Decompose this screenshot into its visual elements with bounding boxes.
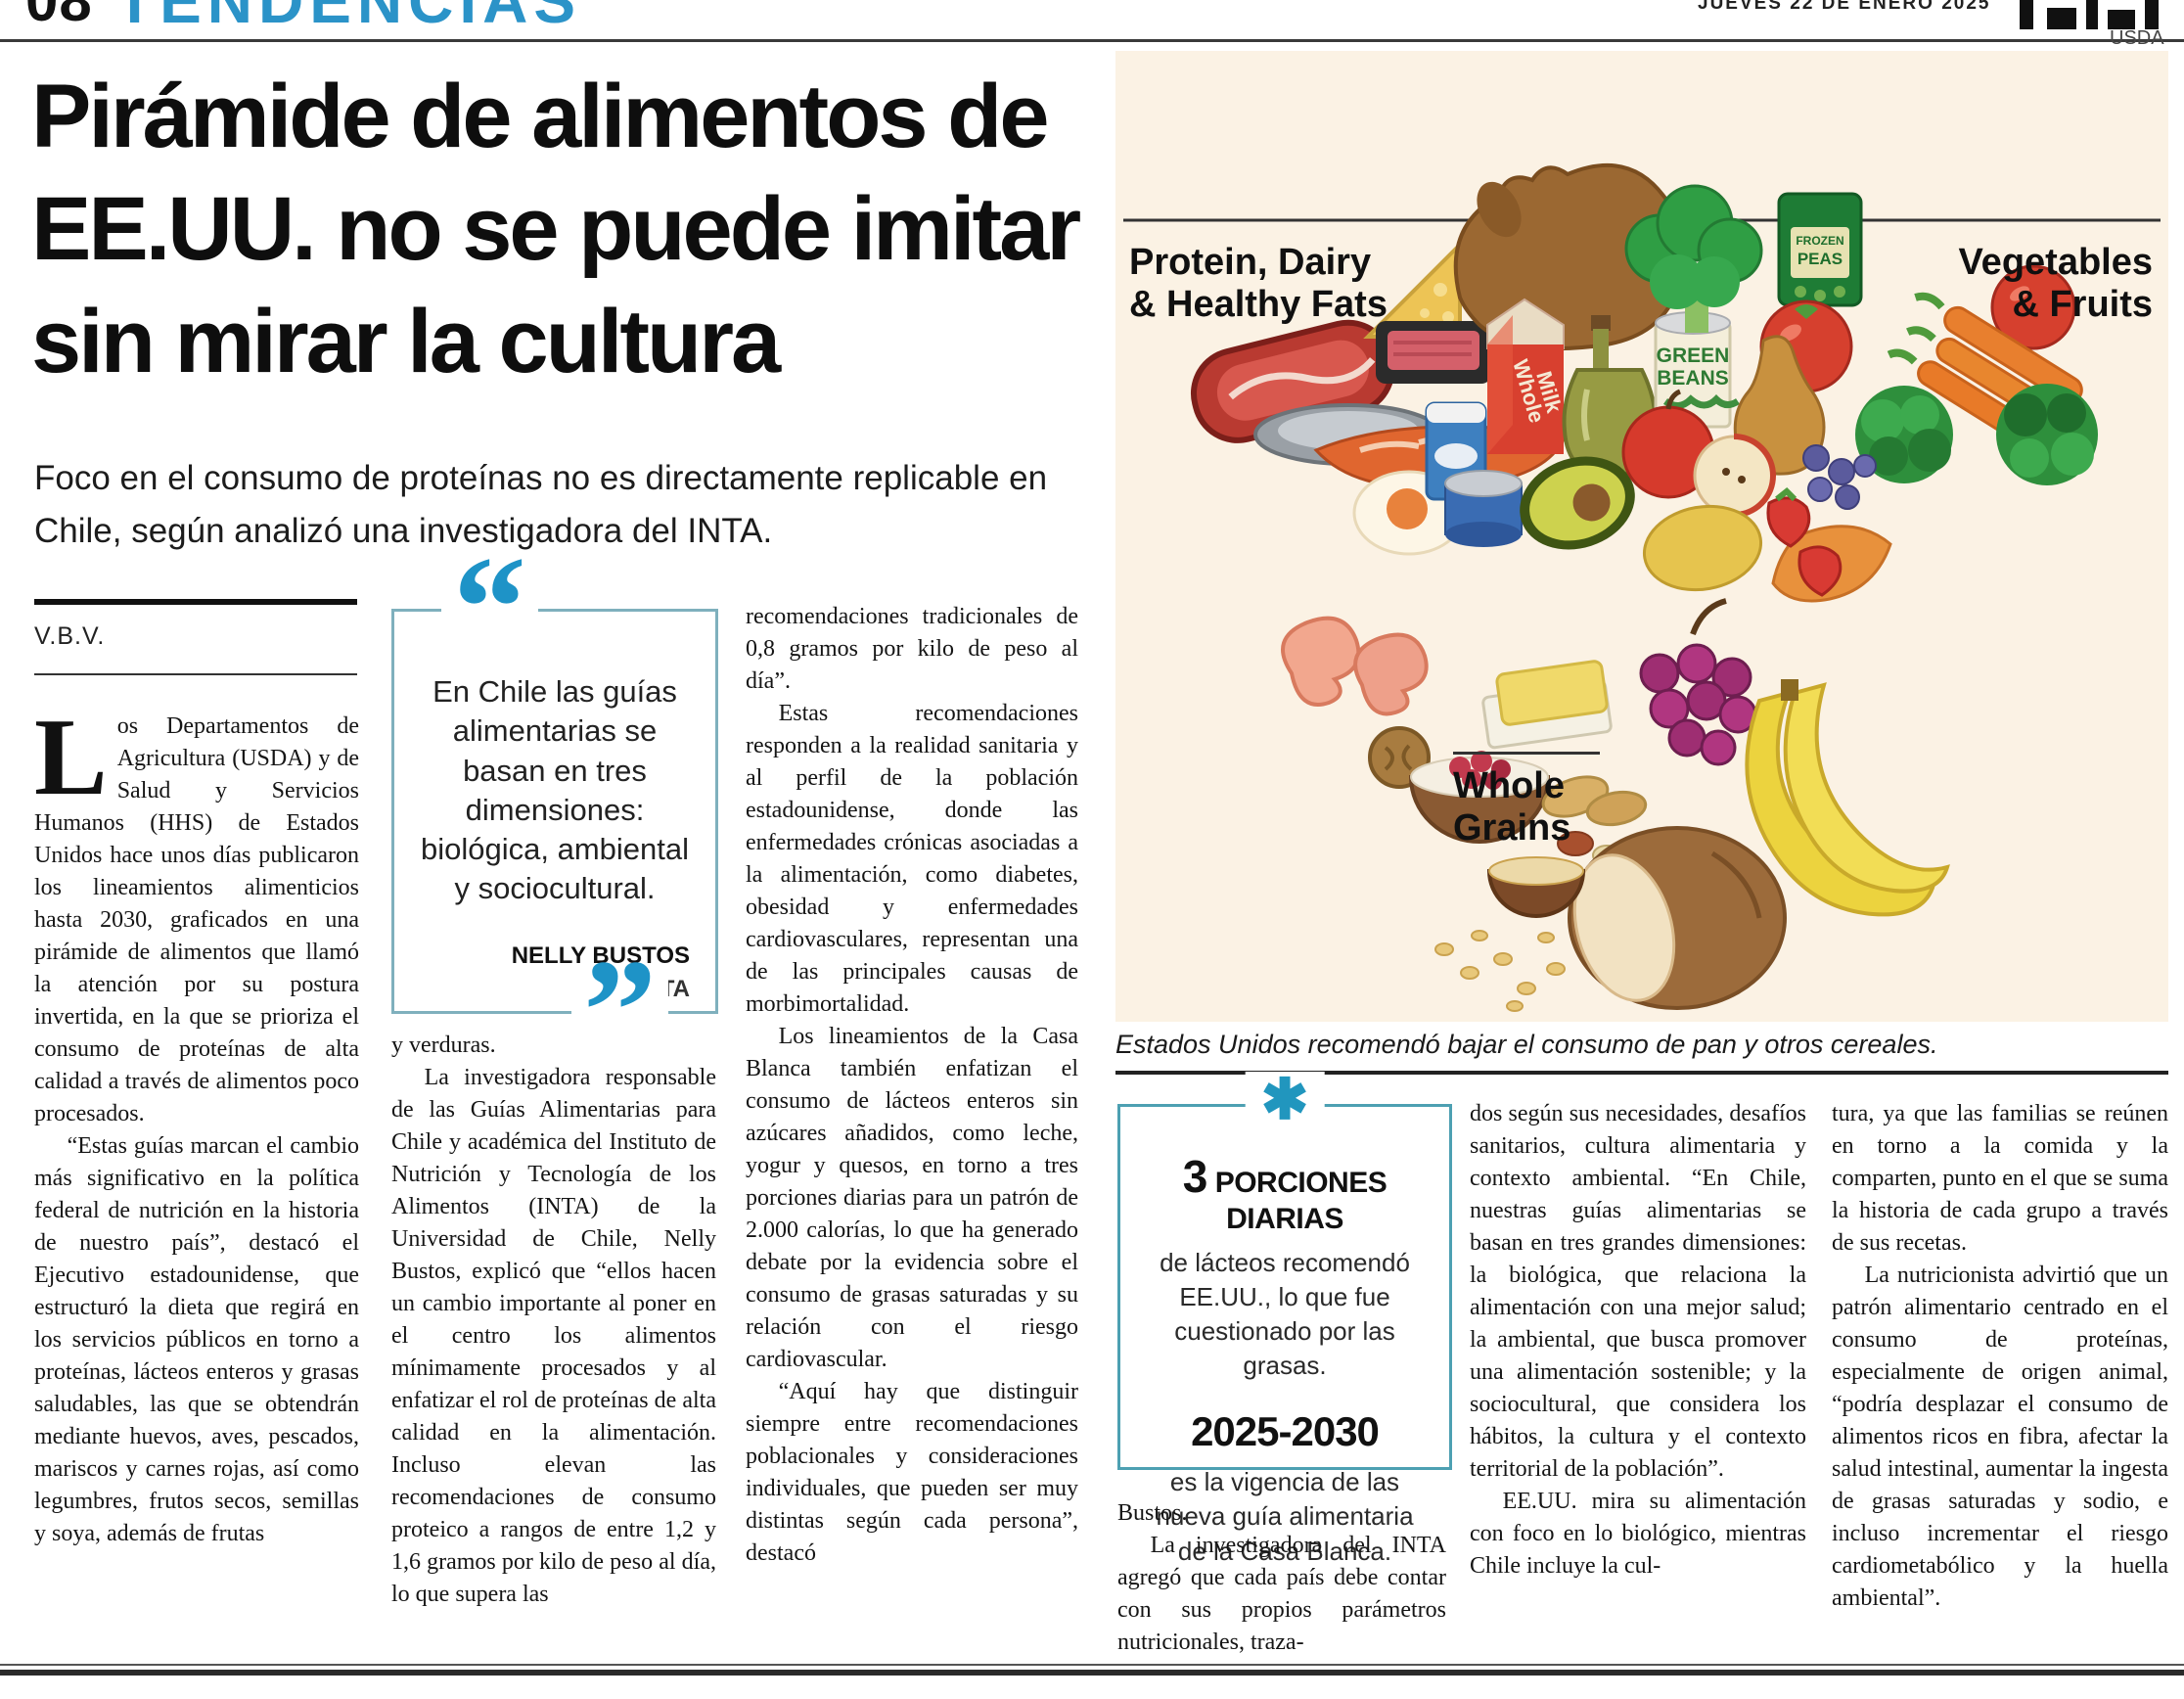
photo-caption: Estados Unidos recomendó bajar el consum… [1115, 1030, 1938, 1059]
yogurt-bowl-illustration [1408, 751, 1551, 844]
stat-servings-text: de lácteos recomendó EE.UU., lo que fue … [1160, 1248, 1410, 1381]
beans-label: GREEN [1657, 344, 1730, 367]
oat-flakes-illustration [1434, 930, 1566, 1012]
article-column-2: y verduras. La investigadora responsable… [391, 1030, 716, 1661]
photo-label-protein: Protein, Dairy & Healthy Fats [1129, 242, 1388, 325]
bread-illustration [1568, 826, 1787, 1010]
paragraph: Bustos. [1117, 1500, 1188, 1526]
pull-quote-box: “ En Chile las guías alimentarias se bas… [391, 534, 718, 1084]
section-title: TENDENCIAS [115, 0, 742, 35]
broccoli-illustration [1624, 184, 1763, 333]
byline: V.B.V. [34, 622, 106, 650]
stat-servings: 3 PORCIONES DIARIAS [1182, 1151, 1388, 1235]
stat-years-text: es la vigencia de las nueva guía aliment… [1156, 1467, 1414, 1566]
headline-line: sin mirar la cultura [31, 292, 781, 391]
subheadline: Foco en el consumo de proteínas no es di… [34, 459, 1048, 551]
paragraph: “Estas guías marcan el cambio más signif… [34, 1133, 359, 1546]
article-column-4: Bustos. La investigadora del INTA agregó… [1117, 1497, 1446, 1664]
drop-cap: L [34, 711, 108, 818]
blueberries-illustration [1802, 444, 1877, 510]
turkey-illustration [1453, 162, 1688, 351]
open-quote-icon: “ [441, 534, 538, 681]
article-column-5: dos según sus necesidades, desafíos sani… [1470, 1098, 1806, 1664]
strawberries-illustration [1766, 486, 1843, 597]
grapes-illustration [1639, 598, 1757, 766]
stats-info-box: ✱ 3 PORCIONES DIARIAS de lácteos recomen… [1117, 1072, 1452, 1566]
squash-illustration [1733, 335, 1826, 476]
paragraph: “Aquí hay que distinguir siempre entre r… [746, 1379, 1078, 1566]
milk-carton-illustration: Whole Milk [1486, 298, 1567, 454]
edition-date: JUEVES 22 DE ENERO 2025 [1698, 0, 1991, 13]
lettuce-illustration [1855, 386, 1953, 483]
oat-bowl-illustration [1486, 856, 1586, 918]
peas-label: PEAS [1797, 250, 1843, 268]
paragraph: tura, ya que las familias se reúnen en t… [1832, 1101, 2168, 1256]
avocado-illustration [1520, 456, 1635, 550]
bananas-illustration [1745, 679, 1950, 917]
shrimp-illustration [1281, 616, 1429, 716]
page-number-text: 08 [25, 0, 93, 33]
tomato-illustration [1990, 264, 2076, 350]
kale-illustration [1996, 384, 2098, 485]
byline-rule-top [34, 599, 357, 605]
paragraph: recomendaciones tradicionales de 0,8 gra… [746, 604, 1078, 694]
peas-bag-illustration: FROZEN PEAS [1777, 192, 1863, 307]
article-column-3: recomendaciones tradicionales de 0,8 gra… [746, 601, 1078, 1664]
headline: Pirámide de alimentos de EE.UU. no se pu… [31, 61, 1098, 398]
article-column-6: tura, ya que las familias se reúnen en t… [1832, 1098, 2168, 1664]
page-number: 08 [25, 0, 104, 35]
header-rule [0, 39, 2184, 42]
footer-rule [0, 1670, 2184, 1676]
photo-label-vegetables: Vegetables & Fruits [1958, 242, 2153, 325]
headline-line: EE.UU. no se puede imitar [31, 179, 1081, 279]
butter-illustration [1481, 660, 1613, 750]
paragraph: EE.UU. mira su alimentación con foco en … [1470, 1489, 1806, 1579]
pull-quote-author: NELLY BUSTOS [511, 941, 690, 969]
masthead-logo-fragment [2014, 0, 2180, 29]
caption-rule [1115, 1071, 2168, 1075]
peas-label: FROZEN [1796, 234, 1843, 248]
food-pyramid-illustration: Whole Milk GREEN BEANS [1123, 162, 2161, 1012]
photo-label-whole-grains: Whole Grains [1453, 765, 1571, 849]
paragraph: y verduras. [391, 1033, 496, 1058]
stat-years: 2025-2030 [1191, 1408, 1380, 1455]
paragraph: La nutricionista advirtió que un patrón … [1832, 1263, 2168, 1611]
peanuts-illustration [1541, 775, 1648, 866]
paragraph: La investigadora responsable de las Guía… [391, 1065, 716, 1607]
asterisk-icon: ✱ [1245, 1072, 1325, 1128]
food-pyramid-photo: Whole Milk GREEN BEANS [1115, 51, 2168, 1022]
paragraph: La investigadora del INTA agregó que cad… [1117, 1533, 1446, 1655]
footer-rule-thin [0, 1664, 2184, 1666]
ground-beef-illustration [1376, 321, 1491, 384]
tuna-can-illustration [1444, 470, 1523, 547]
section-title-text: TENDENCIAS [115, 0, 582, 35]
beans-label: BEANS [1657, 367, 1729, 390]
whole-grains-rule [1453, 752, 1600, 755]
pull-quote-text: En Chile las guías alimentarias se basan… [420, 674, 689, 906]
apple-half-illustration [1693, 434, 1776, 518]
paragraph: Los lineamientos de la Casa Blanca tambi… [746, 1024, 1078, 1372]
paragraph: dos según sus necesidades, desafíos sani… [1470, 1101, 1806, 1482]
byline-rule-bottom [34, 673, 357, 675]
photo-credit: USDA [2110, 27, 2164, 49]
paragraph: Estas recomendaciones responden a la rea… [746, 701, 1078, 1017]
headline-line: Pirámide de alimentos de [31, 67, 1049, 166]
green-beans-can-illustration: GREEN BEANS [1654, 311, 1740, 429]
mango-illustration [1642, 504, 1763, 592]
